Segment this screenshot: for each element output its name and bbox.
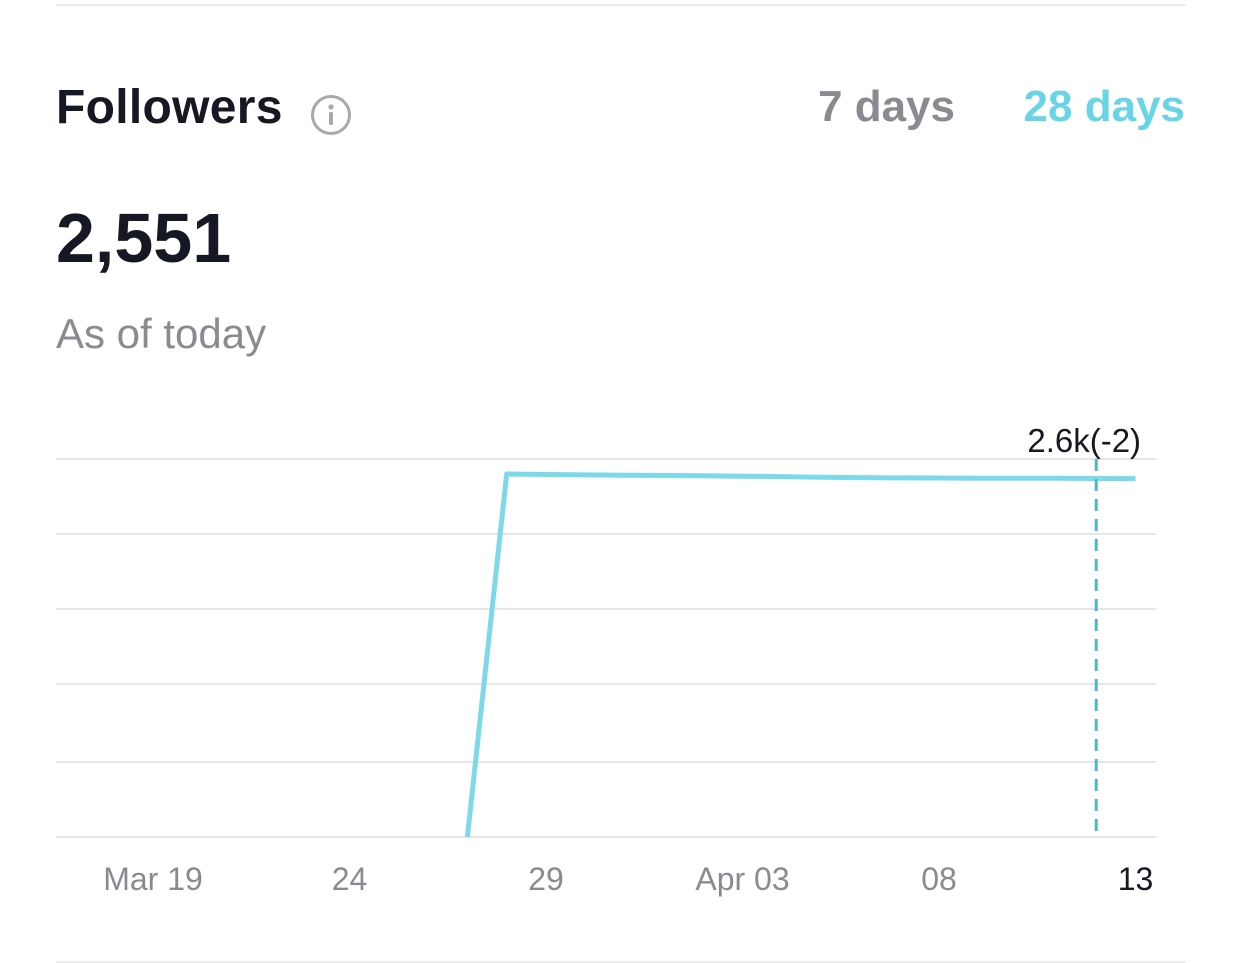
callout-label: 2.6k(-2) (1027, 422, 1141, 459)
x-axis-ticks: Mar 19 24 29 Apr 03 08 13 (103, 861, 1153, 897)
x-tick-label: 13 (1118, 861, 1154, 897)
x-tick-label: 08 (921, 861, 957, 897)
chart-callout: 2.6k(-2) (1027, 422, 1141, 837)
tab-7-days[interactable]: 7 days (818, 82, 955, 131)
x-tick-label: 24 (332, 861, 368, 897)
chart-series (464, 471, 1136, 838)
follower-count: 2,551 (56, 199, 232, 277)
x-tick-label: 29 (528, 861, 564, 897)
tab-28-days[interactable]: 28 days (1023, 82, 1185, 131)
bottom-divider (56, 961, 1186, 963)
page-title: Followers (56, 81, 283, 134)
as-of-caption: As of today (56, 310, 267, 357)
top-divider (56, 4, 1186, 6)
info-circle-icon[interactable] (310, 94, 352, 136)
chart-gridlines (56, 458, 1156, 838)
x-tick-label: Mar 19 (103, 861, 203, 897)
x-tick-label: Apr 03 (695, 861, 789, 897)
series-line-0 (464, 471, 1136, 838)
